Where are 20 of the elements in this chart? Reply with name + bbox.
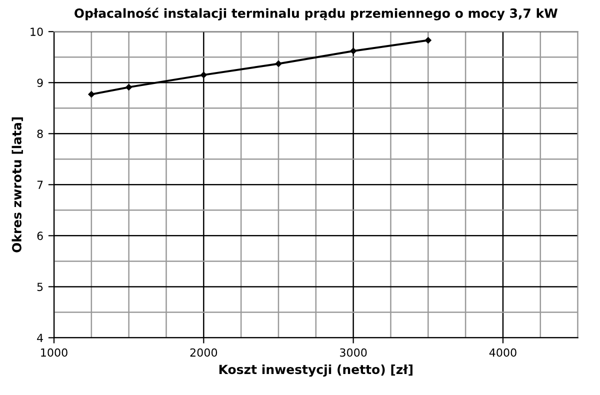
- point: [350, 48, 356, 54]
- x-axis-title: Koszt inwestycji (netto) [zł]: [219, 364, 412, 377]
- x-tick-label: 1000: [41, 348, 68, 357]
- point: [275, 60, 282, 67]
- point: [424, 37, 432, 44]
- x-tick-label: 3000: [340, 348, 367, 357]
- point: [88, 91, 95, 98]
- y-tick-label: 4: [37, 334, 43, 342]
- y-tick-label: 9: [37, 78, 43, 87]
- x-tick-label: 4000: [489, 348, 516, 357]
- x-tick-label: 2000: [190, 348, 218, 357]
- y-axis-title: Okres zwrotu [lata]: [12, 117, 23, 252]
- y-tick-label: 6: [37, 232, 43, 240]
- y-tick-label: 10: [30, 28, 43, 36]
- y-tick-label: 8: [37, 130, 43, 138]
- chart-title: Opłacalność instalacji terminalu prądu przemiennego o mocy 3,7 kW: [74, 8, 558, 20]
- point: [200, 72, 207, 78]
- point: [126, 84, 132, 90]
- y-tick-label: 7: [37, 180, 43, 189]
- y-tick-label: 5: [37, 282, 43, 292]
